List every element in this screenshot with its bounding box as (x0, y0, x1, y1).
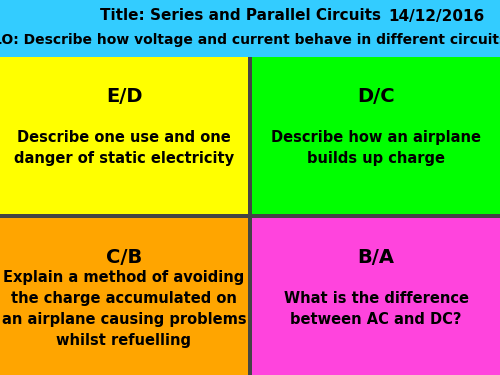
Text: 14/12/2016: 14/12/2016 (389, 9, 485, 24)
Text: What is the difference
between AC and DC?: What is the difference between AC and DC… (284, 291, 469, 327)
Bar (0, 0, 500, 57)
Bar (0, 218, 248, 375)
Text: C/B: C/B (106, 248, 142, 267)
Text: LO: Describe how voltage and current behave in different circuits: LO: Describe how voltage and current beh… (0, 33, 500, 47)
Text: D/C: D/C (357, 87, 395, 106)
Text: Describe how an airplane
builds up charge: Describe how an airplane builds up charg… (271, 130, 481, 166)
Text: Explain a method of avoiding
the charge accumulated on
an airplane causing probl: Explain a method of avoiding the charge … (2, 270, 246, 348)
Text: E/D: E/D (106, 87, 142, 106)
Bar (248, 57, 252, 375)
Text: Title: Series and Parallel Circuits: Title: Series and Parallel Circuits (100, 9, 380, 24)
Text: Describe one use and one
danger of static electricity: Describe one use and one danger of stati… (14, 130, 234, 166)
Text: B/A: B/A (358, 248, 395, 267)
Bar (0, 214, 500, 218)
Bar (0, 57, 248, 214)
Bar (252, 57, 500, 214)
Bar (252, 218, 500, 375)
